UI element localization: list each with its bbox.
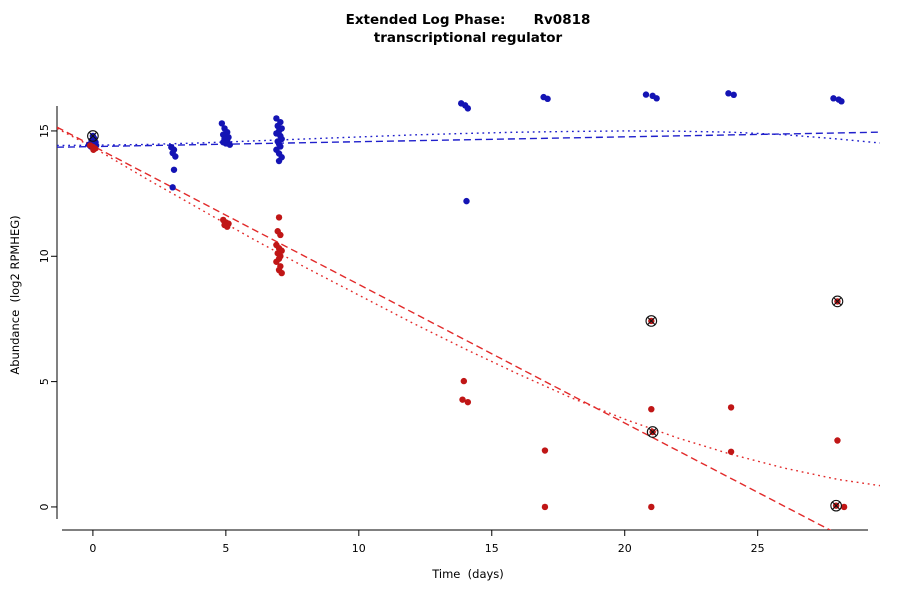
blue-dotted-smooth-fit <box>57 130 880 147</box>
data-point <box>730 91 737 99</box>
cross-marker <box>833 297 842 306</box>
circle-marker <box>646 426 659 438</box>
data-point <box>277 231 284 239</box>
x-tick-label: 20 <box>618 542 632 555</box>
cross-marker <box>88 131 97 140</box>
circled-points <box>87 130 844 512</box>
cross-marker <box>648 428 657 436</box>
data-point <box>727 448 735 455</box>
data-point <box>226 141 234 148</box>
data-point <box>463 197 470 205</box>
data-point <box>840 503 848 511</box>
data-point <box>275 214 283 221</box>
data-point <box>464 105 472 112</box>
axes <box>51 106 868 536</box>
y-axis-label: Abundance (log2 RPMHEG) <box>8 215 22 375</box>
data-point <box>838 98 845 105</box>
x-tick-label: 0 <box>89 542 96 555</box>
data-point <box>90 146 97 153</box>
data-point <box>648 405 655 413</box>
red-condition-points <box>87 142 848 511</box>
data-point <box>275 157 283 165</box>
blue-condition-points <box>85 90 845 205</box>
data-point <box>169 184 176 191</box>
red-dotted-smooth-fit <box>57 127 880 487</box>
circle-marker <box>831 295 844 308</box>
data-point <box>218 120 226 127</box>
data-point <box>273 258 280 265</box>
data-point <box>834 437 841 444</box>
chart-subtitle: transcriptional regulator <box>373 30 563 46</box>
y-tick-label: 5 <box>38 378 51 385</box>
data-point <box>653 95 660 102</box>
data-point <box>273 115 280 122</box>
data-point <box>459 396 466 403</box>
data-point <box>648 503 655 511</box>
circle-marker <box>645 315 658 327</box>
tick-labels: 0 5 10 15 20 25 0 5 10 15 <box>38 124 765 555</box>
circle-marker <box>87 130 99 142</box>
data-point <box>170 166 178 173</box>
y-tick-label: 15 <box>38 124 51 138</box>
data-point <box>541 503 549 511</box>
chart-title: Extended Log Phase: Rv0818 <box>345 12 591 28</box>
data-point <box>464 398 472 406</box>
x-tick-label: 10 <box>352 542 366 555</box>
red-dashed-linear-fit <box>57 126 832 530</box>
data-point <box>725 90 732 97</box>
blue-dashed-linear-fit <box>57 131 880 148</box>
data-point <box>830 95 837 102</box>
trend-lines <box>57 126 880 530</box>
data-point <box>460 377 468 385</box>
y-tick-label: 10 <box>38 249 51 263</box>
data-point <box>544 95 551 103</box>
y-tick-label: 0 <box>38 503 51 510</box>
x-axis-label: Time (days) <box>432 567 504 581</box>
data-point <box>223 223 231 230</box>
cross-marker <box>832 501 841 510</box>
cross-marker <box>647 316 656 325</box>
data-point <box>727 404 735 411</box>
x-tick-label: 15 <box>485 542 499 555</box>
data-point <box>172 153 179 160</box>
data-point <box>278 269 285 277</box>
circle-marker <box>830 499 842 512</box>
x-tick-label: 25 <box>751 542 765 555</box>
data-point <box>541 447 549 454</box>
data-point <box>642 91 650 98</box>
x-tick-label: 5 <box>222 542 229 555</box>
